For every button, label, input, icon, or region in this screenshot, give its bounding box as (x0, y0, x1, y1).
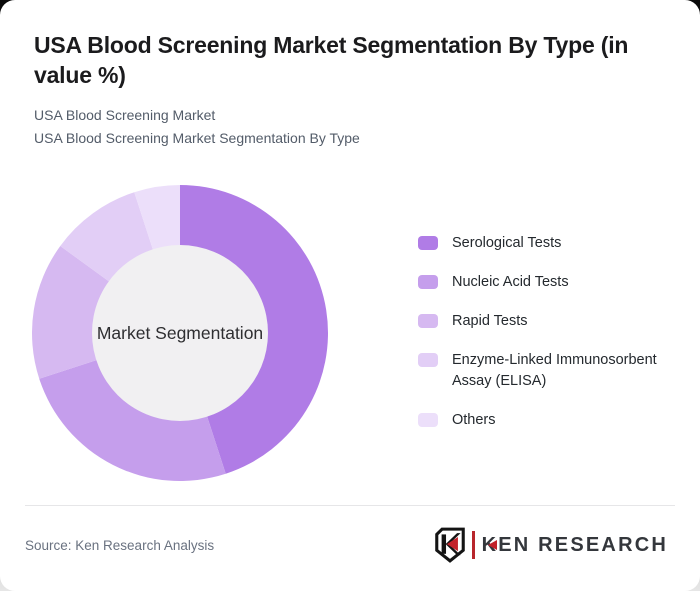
logo-separator (471, 531, 475, 559)
donut-slice-0[interactable] (180, 185, 328, 474)
chart-subtitle-line1: USA Blood Screening Market (34, 107, 216, 123)
legend-item-2[interactable]: Rapid Tests (418, 311, 668, 332)
chart-subtitles: USA Blood Screening Market USA Blood Scr… (34, 104, 360, 150)
legend: Serological Tests Nucleic Acid Tests Rap… (418, 233, 668, 431)
source-text: Source: Ken Research Analysis (25, 538, 215, 553)
logo-wordmark: KEN RESEARCH (482, 534, 668, 557)
footer-divider (25, 505, 675, 506)
legend-item-1[interactable]: Nucleic Acid Tests (418, 272, 668, 293)
legend-swatch-icon (418, 314, 438, 328)
logo-wordmark-text: KEN RESEARCH (481, 533, 668, 556)
ken-research-shield-icon (434, 527, 465, 563)
chart-subtitle-line2: USA Blood Screening Market Segmentation … (34, 130, 360, 146)
donut-slice-4[interactable] (134, 185, 180, 251)
legend-swatch-icon (418, 275, 438, 289)
legend-item-3[interactable]: Enzyme-Linked Immunosorbent Assay (ELISA… (418, 350, 668, 392)
legend-item-label: Others (452, 412, 496, 428)
legend-swatch-icon (418, 353, 438, 367)
legend-item-label: Rapid Tests (452, 313, 528, 329)
donut-slice-2[interactable] (32, 246, 110, 379)
chart-title: USA Blood Screening Market Segmentation … (34, 32, 629, 88)
legend-item-0[interactable]: Serological Tests (418, 233, 668, 254)
legend-item-4[interactable]: Others (418, 410, 668, 431)
donut-chart-svg (32, 185, 328, 481)
donut-slice-1[interactable] (39, 359, 226, 481)
ken-research-logo: KEN RESEARCH (434, 526, 668, 564)
legend-swatch-icon (418, 413, 438, 427)
donut-hole (92, 245, 268, 421)
logo-k-triangle-icon (487, 540, 497, 550)
donut-chart: Market Segmentation (32, 185, 328, 481)
legend-item-label: Enzyme-Linked Immunosorbent Assay (ELISA… (452, 352, 657, 389)
legend-item-label: Serological Tests (452, 235, 562, 251)
legend-swatch-icon (418, 236, 438, 250)
legend-item-label: Nucleic Acid Tests (452, 274, 569, 290)
donut-slice-3[interactable] (60, 192, 154, 282)
